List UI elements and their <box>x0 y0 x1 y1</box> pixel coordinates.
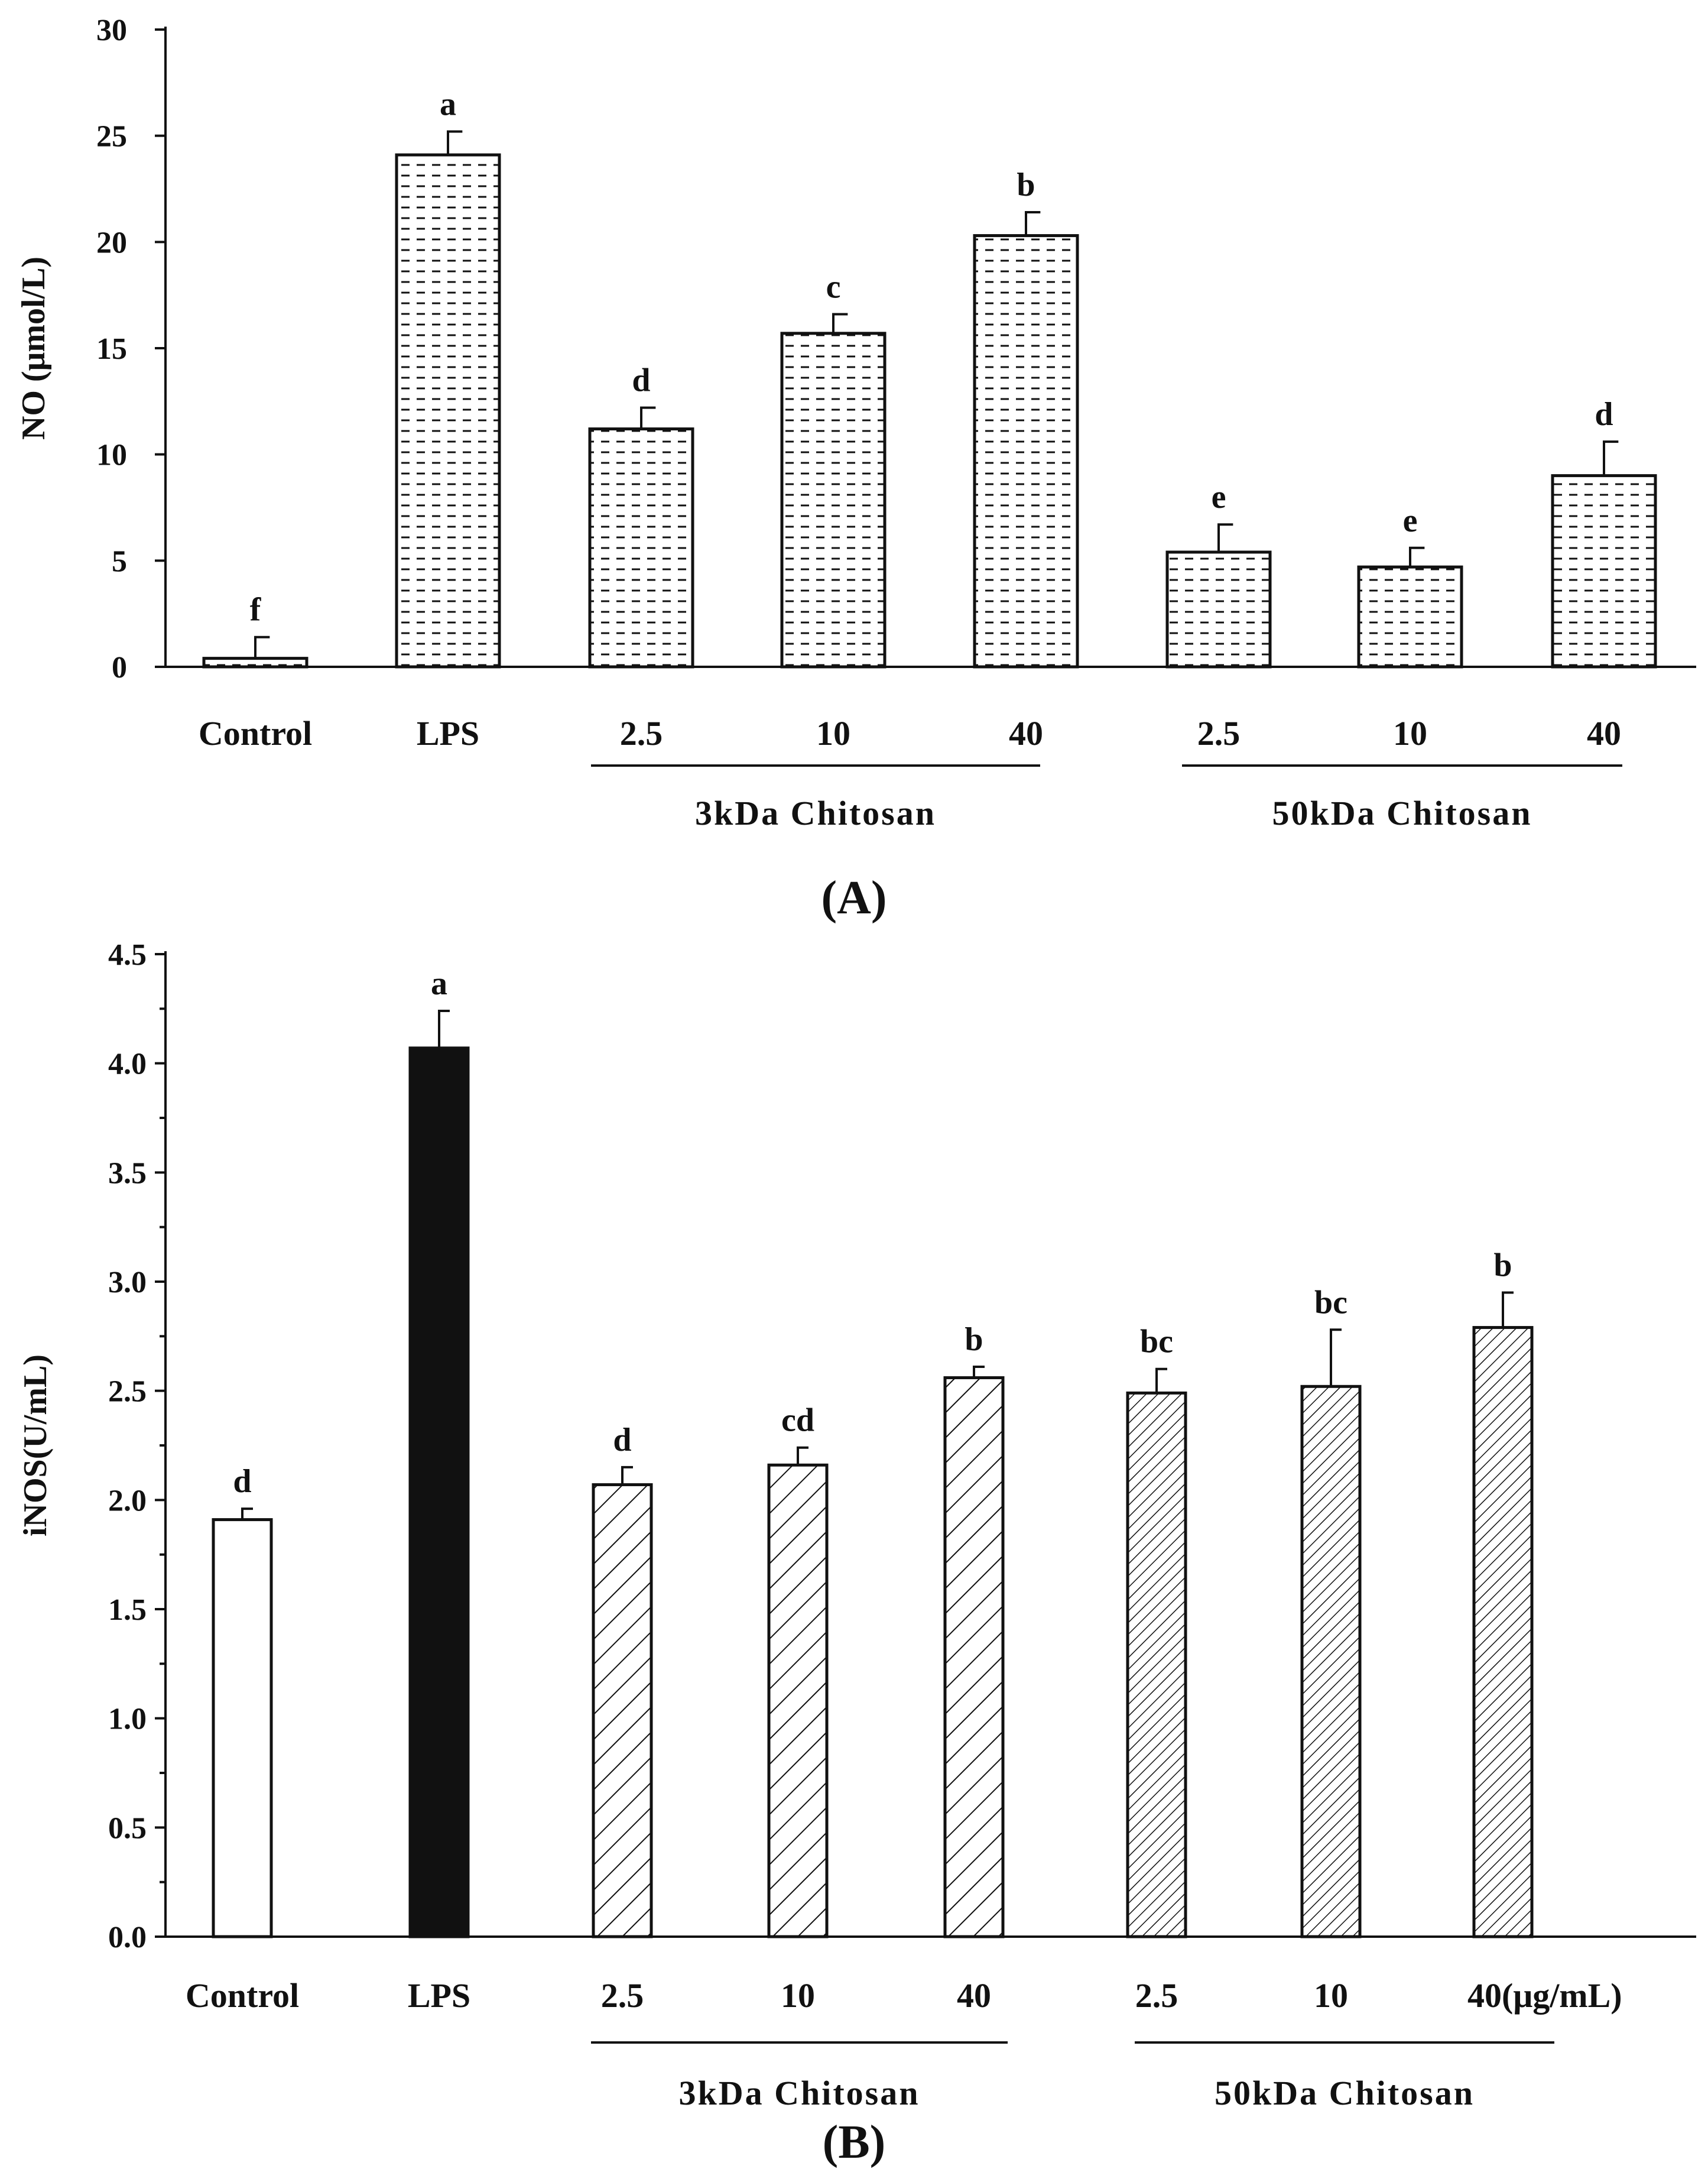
bar-2 <box>408 1046 470 1938</box>
y-tick-label: 30 <box>96 14 127 47</box>
error-bar-6 <box>1217 523 1233 552</box>
bar-7 <box>1357 565 1463 669</box>
y-tick-label: 1.5 <box>108 1593 147 1627</box>
bar-7 <box>1300 1385 1362 1938</box>
error-bar-6 <box>1155 1367 1167 1393</box>
significance-label-8: b <box>1493 1247 1512 1283</box>
group-label-2: 50kDa Chitosan <box>1272 794 1532 832</box>
group-label-2: 50kDa Chitosan <box>1215 2074 1475 2112</box>
category-label-7: 10 <box>1314 1976 1348 2015</box>
bar-8 <box>1472 1326 1534 1938</box>
significance-label-7: bc <box>1314 1284 1347 1321</box>
y-tick-label: 0 <box>112 651 127 685</box>
category-label-3: 2.5 <box>620 714 663 753</box>
significance-label-4: c <box>826 269 841 306</box>
y-tick-label: 4.5 <box>108 938 147 972</box>
y-tick-label: 2.0 <box>108 1484 147 1518</box>
significance-label-4: cd <box>781 1402 814 1439</box>
bar-6 <box>1165 550 1272 669</box>
category-label-4: 10 <box>781 1976 815 2015</box>
bar-4 <box>767 1463 829 1938</box>
y-tick-label: 5 <box>112 544 127 578</box>
category-label-1: Control <box>199 714 312 753</box>
error-bar-3 <box>640 406 656 429</box>
bar-4 <box>780 332 887 669</box>
group-label-1: 3kDa Chitosan <box>695 794 936 832</box>
y-tick-label: 0.0 <box>108 1921 147 1954</box>
category-label-2: LPS <box>408 1976 470 2015</box>
bar-5 <box>943 1376 1005 1938</box>
bar-3 <box>588 427 694 669</box>
significance-label-2: a <box>431 965 447 1002</box>
y-axis-title: NO (μmol/L) <box>15 257 52 440</box>
error-bar-1 <box>254 636 270 659</box>
panel-label: (B) <box>823 2116 886 2168</box>
significance-label-5: b <box>965 1321 983 1358</box>
bar-6 <box>1126 1391 1187 1938</box>
bar-2 <box>395 153 501 669</box>
error-bar-2 <box>447 130 463 155</box>
significance-label-7: e <box>1403 502 1418 539</box>
significance-label-6: e <box>1212 479 1226 515</box>
category-label-6: 2.5 <box>1135 1976 1178 2015</box>
category-label-8: 40 <box>1587 714 1621 753</box>
category-label-7: 10 <box>1393 714 1427 753</box>
category-label-2: LPS <box>417 714 479 753</box>
error-bar-8 <box>1603 440 1619 476</box>
bar-1 <box>212 1518 273 1938</box>
category-label-8: 40(μg/mL) <box>1467 1976 1622 2015</box>
significance-label-2: a <box>440 86 456 122</box>
error-bar-1 <box>241 1507 253 1520</box>
bar-8 <box>1551 474 1657 669</box>
category-label-6: 2.5 <box>1197 714 1241 753</box>
significance-label-1: f <box>250 592 262 628</box>
significance-label-5: b <box>1017 167 1035 203</box>
group-label-1: 3kDa Chitosan <box>678 2074 920 2112</box>
y-tick-label: 2.5 <box>108 1375 147 1409</box>
y-tick-label: 3.0 <box>108 1266 147 1299</box>
bar-1 <box>202 657 309 669</box>
y-tick-label: 1.0 <box>108 1703 147 1736</box>
error-bar-5 <box>973 1366 985 1378</box>
category-label-5: 40 <box>957 1976 991 2015</box>
y-tick-label: 15 <box>96 332 127 366</box>
category-label-3: 2.5 <box>601 1976 644 2015</box>
error-bar-2 <box>438 1010 450 1048</box>
y-tick-label: 25 <box>96 120 127 154</box>
bar-5 <box>973 234 1079 669</box>
bar-3 <box>592 1483 653 1938</box>
category-label-1: Control <box>186 1976 299 2015</box>
error-bar-4 <box>832 313 848 333</box>
significance-label-8: d <box>1595 396 1613 433</box>
error-bar-7 <box>1330 1328 1342 1387</box>
panel-label: (A) <box>821 872 887 924</box>
y-tick-label: 4.0 <box>108 1048 147 1081</box>
category-label-4: 10 <box>816 714 850 753</box>
y-axis-title: iNOS(U/mL) <box>17 1354 54 1536</box>
error-bar-8 <box>1502 1291 1514 1328</box>
error-bar-5 <box>1025 211 1041 236</box>
error-bar-4 <box>797 1446 808 1466</box>
significance-label-1: d <box>233 1463 251 1500</box>
y-tick-label: 20 <box>96 226 127 260</box>
y-tick-label: 10 <box>96 439 127 472</box>
error-bar-3 <box>621 1466 633 1485</box>
y-tick-label: 0.5 <box>108 1811 147 1845</box>
significance-label-3: d <box>632 362 650 399</box>
error-bar-7 <box>1409 546 1425 568</box>
y-tick-label: 3.5 <box>108 1156 147 1190</box>
category-label-5: 40 <box>1009 714 1043 753</box>
panel-b-chart: 0.0 0.5 1.0 1.5 2.0 2.5 3.0 3.5 4.0 4.5 iNOS(U/mL)… <box>17 938 1696 2168</box>
panel-a-chart: 0 5 10 15 20 25 30 NO (μmol/L) f Control a LPS d 2.5 c… <box>15 14 1696 924</box>
significance-label-3: d <box>613 1422 631 1458</box>
significance-label-6: bc <box>1140 1324 1173 1360</box>
